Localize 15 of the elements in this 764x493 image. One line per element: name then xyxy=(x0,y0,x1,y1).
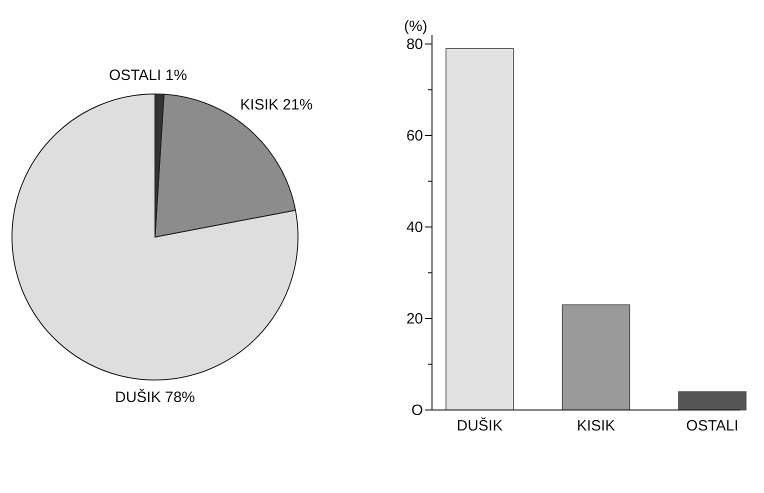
y-tick-label: 40 xyxy=(406,218,423,236)
x-tick-label: DUŠIK xyxy=(456,416,503,435)
slice-label: DUŠIK 78% xyxy=(114,388,196,406)
y-tick-label: 80 xyxy=(406,36,423,53)
y-tick-label: 20 xyxy=(406,310,423,328)
slice-label: KISIK 21% xyxy=(240,96,313,114)
x-tick-label: KISIK xyxy=(576,418,616,435)
slice-label: OSTALI 1% xyxy=(108,67,188,84)
bar xyxy=(562,304,630,410)
y-tick-label: O xyxy=(411,402,423,419)
x-tick-label: OSTALI xyxy=(686,418,738,435)
y-axis-title: (%) xyxy=(404,18,428,35)
bar xyxy=(446,48,514,410)
y-tick-label: 60 xyxy=(406,127,423,144)
bar xyxy=(678,391,746,410)
